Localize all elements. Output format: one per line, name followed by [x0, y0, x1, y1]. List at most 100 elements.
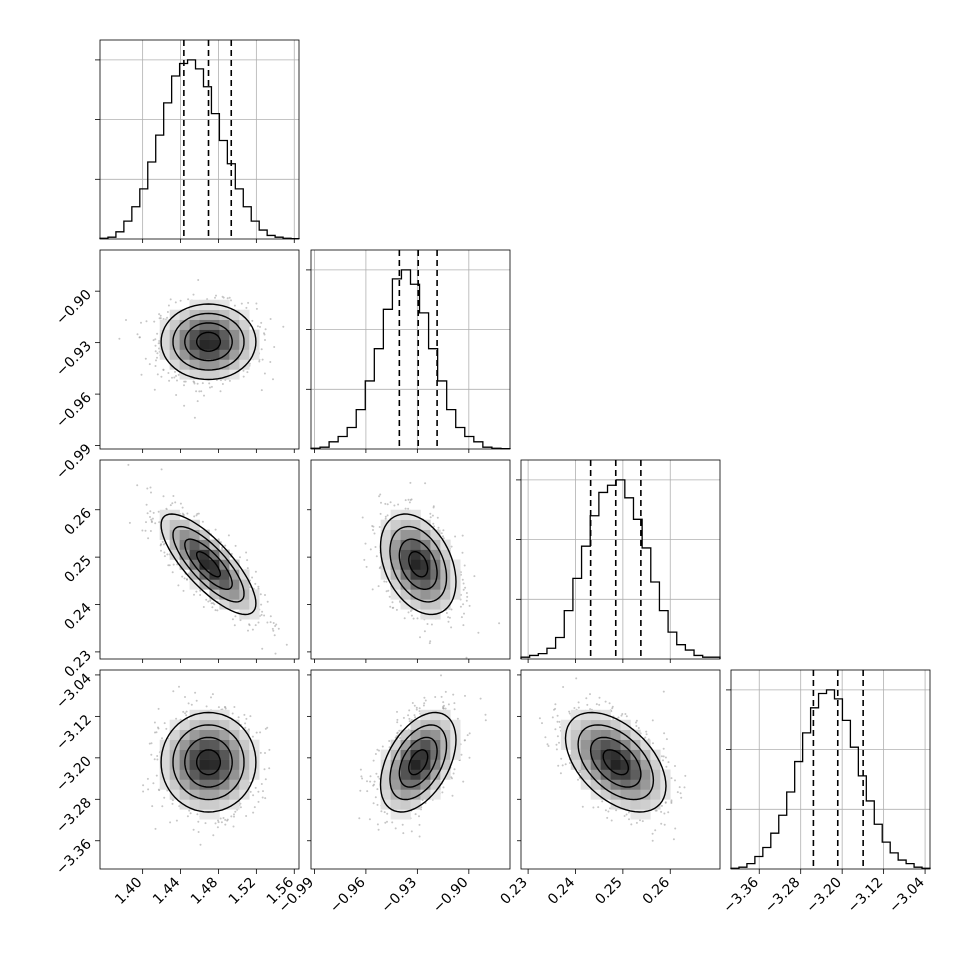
density-cell — [400, 749, 411, 760]
scatter-point — [186, 512, 189, 515]
scatter-point — [651, 719, 654, 722]
scatter-point — [443, 704, 445, 707]
scatter-point — [232, 825, 235, 828]
scatter-point — [192, 380, 195, 383]
density-cell — [169, 319, 180, 330]
scatter-point — [214, 822, 217, 825]
scatter-point — [183, 404, 186, 407]
density-cell — [400, 509, 411, 520]
scatter-point — [259, 593, 262, 596]
scatter-point — [260, 603, 263, 606]
scatter-point — [157, 726, 159, 729]
scatter-point — [369, 780, 372, 783]
scatter-point — [169, 821, 172, 824]
scatter-point — [141, 529, 144, 532]
density-cell — [570, 719, 581, 730]
density-cell — [199, 339, 210, 350]
scatter-point — [199, 594, 202, 596]
scatter-point — [672, 838, 675, 841]
scatter-point — [635, 721, 637, 724]
density-cell — [430, 759, 441, 770]
scatter-point — [153, 758, 156, 761]
density-cell — [219, 759, 230, 770]
scatter-point — [429, 640, 432, 643]
density-cell — [390, 529, 401, 540]
scatter-point — [277, 627, 280, 630]
scatter-point — [245, 551, 248, 554]
scatter-point — [173, 376, 176, 379]
density-cell — [420, 729, 431, 740]
density-cell — [189, 729, 200, 740]
density-cell — [189, 339, 200, 350]
density-cell — [610, 749, 621, 760]
scatter-point — [151, 805, 154, 808]
density-cell — [440, 719, 451, 730]
density-cell — [430, 769, 441, 780]
scatter-point — [260, 783, 263, 785]
scatter-point — [364, 542, 367, 545]
scatter-point — [380, 501, 382, 504]
scatter-point — [660, 804, 663, 807]
scatter-point — [185, 710, 188, 713]
scatter-point — [378, 495, 381, 498]
scatter-point — [275, 623, 278, 626]
scatter-point — [604, 700, 607, 703]
density-cell — [199, 559, 210, 570]
scatter-point — [195, 390, 198, 393]
density-cell — [430, 569, 441, 580]
scatter-point — [379, 512, 382, 515]
contour-line — [389, 724, 448, 801]
scatter-point — [257, 587, 260, 590]
scatter-panel-4-2 — [310, 669, 511, 870]
scatter-point — [152, 782, 155, 785]
scatter-point — [460, 616, 463, 619]
scatter-point — [391, 821, 394, 824]
scatter-point — [261, 796, 264, 799]
scatter-point — [154, 350, 157, 353]
scatter-point — [389, 501, 392, 504]
scatter-point — [665, 765, 668, 768]
scatter-point — [628, 818, 630, 821]
scatter-point — [158, 347, 160, 350]
density-cell — [400, 569, 411, 580]
density-cell — [600, 769, 611, 780]
density-cell — [580, 749, 591, 760]
scatter-point — [663, 812, 666, 815]
scatter-point — [285, 643, 288, 646]
scatter-point — [555, 743, 558, 746]
density-cell — [209, 589, 220, 600]
scatter-point — [625, 715, 628, 718]
scatter-point — [379, 493, 382, 496]
scatter-point — [209, 386, 211, 389]
density-cell — [219, 559, 230, 570]
scatter-point — [255, 731, 258, 734]
scatter-point — [611, 705, 614, 708]
scatter-point — [231, 712, 234, 715]
scatter-point — [186, 578, 188, 581]
scatter-point — [152, 339, 155, 342]
density-cell — [420, 789, 431, 800]
scatter-point — [374, 796, 377, 799]
scatter-point — [623, 815, 626, 817]
density-cell — [229, 569, 240, 580]
density-cell — [410, 749, 421, 760]
density-cell — [239, 349, 250, 360]
scatter-point — [148, 363, 151, 366]
density-cell — [400, 549, 411, 560]
scatter-point — [418, 707, 421, 710]
density-cell — [209, 789, 220, 800]
scatter-point — [153, 320, 156, 323]
scatter-point — [240, 302, 243, 305]
scatter-point — [466, 595, 469, 598]
density-cell — [189, 779, 200, 790]
density-cell — [640, 749, 651, 760]
density-cell — [390, 759, 401, 770]
density-cell — [380, 759, 391, 770]
scatter-point — [264, 727, 267, 730]
density-cell — [229, 779, 240, 790]
scatter-point — [376, 748, 379, 751]
scatter-point — [418, 823, 421, 826]
scatter-point — [450, 608, 453, 611]
scatter-point — [369, 548, 372, 551]
